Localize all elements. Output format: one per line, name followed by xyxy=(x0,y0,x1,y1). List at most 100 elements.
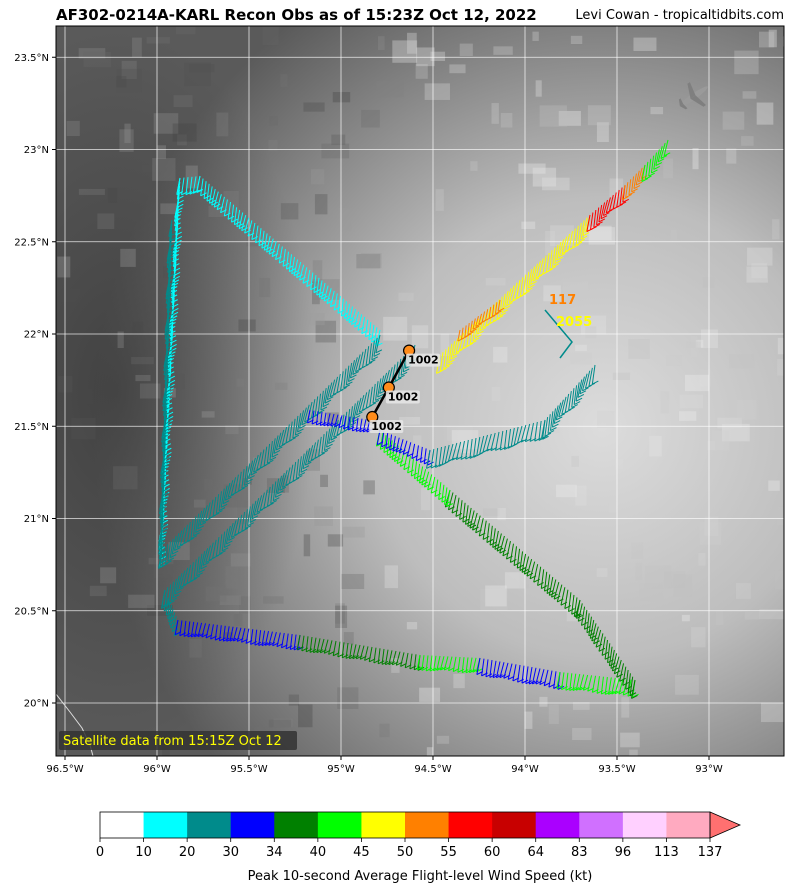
wind-barb xyxy=(478,313,483,325)
wind-barb xyxy=(259,492,265,511)
cloud-pixel xyxy=(230,553,251,567)
cloud-pixel xyxy=(521,221,536,229)
wind-barb xyxy=(584,370,591,389)
wind-barb-feather xyxy=(556,416,563,421)
cloud-pixel xyxy=(644,565,672,590)
wind-barb xyxy=(358,394,365,413)
colorbar-tick-label: 83 xyxy=(571,845,588,860)
wind-barb xyxy=(553,671,557,689)
cloud-pixel xyxy=(585,326,597,339)
wind-barb xyxy=(219,534,223,554)
wind-barb xyxy=(545,252,550,273)
cloud-pixel xyxy=(597,410,615,428)
wind-barb-feather xyxy=(582,232,590,237)
cloud-pixel xyxy=(575,485,587,506)
gridlines xyxy=(56,26,784,756)
wind-barb xyxy=(472,657,477,673)
wind-barb xyxy=(343,301,347,319)
wind-barb-feather xyxy=(213,203,221,208)
wind-barb xyxy=(503,291,509,310)
wind-barb xyxy=(621,184,626,200)
wind-barb-feather xyxy=(223,637,230,642)
wind-barb xyxy=(282,470,288,488)
wind-barb xyxy=(203,181,207,199)
wind-barb xyxy=(310,442,317,461)
wind-barb xyxy=(236,627,242,642)
wind-barb-feather xyxy=(582,387,589,392)
wind-barb xyxy=(398,439,404,454)
wind-barb xyxy=(245,628,250,644)
wind-barb xyxy=(205,545,211,563)
wind-barb xyxy=(448,343,453,363)
cloud-pixel xyxy=(193,499,206,508)
wind-barb xyxy=(241,215,247,231)
wind-barb-feather xyxy=(519,567,527,571)
wind-barb xyxy=(425,655,429,671)
wind-barb xyxy=(513,426,519,446)
colorbar-extend-arrow xyxy=(709,811,742,839)
wind-barb-feather xyxy=(443,365,450,370)
wind-barb-feather xyxy=(244,525,252,530)
wind-barb xyxy=(547,414,551,434)
wind-barb-feather xyxy=(176,544,184,548)
wind-barb-feather xyxy=(241,527,249,532)
wind-barb xyxy=(525,271,530,292)
wind-barb xyxy=(193,559,197,579)
cloud-pixel xyxy=(768,29,777,48)
wind-barb xyxy=(441,484,445,503)
cloud-pixel xyxy=(621,697,630,718)
wind-barb xyxy=(577,603,583,622)
wind-barb xyxy=(644,161,649,180)
cloud-pixel xyxy=(440,333,450,356)
wind-barb xyxy=(353,311,360,328)
wind-barb xyxy=(438,446,442,467)
cloud-pixel xyxy=(120,248,136,267)
wind-barb xyxy=(169,538,174,558)
wind-barb-feather xyxy=(641,178,649,183)
cloud-pixel xyxy=(734,50,759,75)
wind-barb xyxy=(301,407,307,425)
wind-barb-feather xyxy=(320,406,328,411)
barb-segment xyxy=(416,654,483,674)
wind-barb-feather xyxy=(593,640,600,645)
wind-barb xyxy=(352,357,358,375)
barb-segment xyxy=(426,419,549,469)
wind-barb xyxy=(293,259,299,276)
wind-barb-feather xyxy=(580,235,588,240)
wind-barb xyxy=(427,474,433,490)
wind-barb xyxy=(485,307,491,326)
wind-barb-feather xyxy=(247,522,255,527)
wind-barb xyxy=(485,309,489,321)
wind-barb xyxy=(478,518,484,537)
wind-barb xyxy=(275,243,280,260)
wind-barb-feather xyxy=(459,516,466,520)
barb-segment xyxy=(574,599,638,699)
wind-barb-feather xyxy=(295,431,302,436)
wind-barb xyxy=(190,562,194,582)
wind-barb xyxy=(381,372,388,391)
wind-barb-feather xyxy=(381,660,389,665)
wind-barb xyxy=(320,390,324,411)
wind-barb xyxy=(375,329,381,347)
wind-barb xyxy=(489,304,494,324)
wind-barb xyxy=(600,202,606,219)
wind-barb-feather xyxy=(227,493,235,498)
wind-barb-feather xyxy=(593,223,601,228)
wind-barb-feather xyxy=(467,522,474,527)
wind-barb-feather xyxy=(170,597,178,602)
wind-barb xyxy=(616,189,620,208)
wind-barb xyxy=(241,511,246,532)
wind-barb-feather xyxy=(557,685,565,690)
wind-barb xyxy=(333,420,339,438)
wind-barb-feather xyxy=(598,647,606,652)
wind-barb-feather xyxy=(499,446,507,451)
wind-barb-feather xyxy=(616,673,623,678)
wind-barb xyxy=(572,673,577,691)
cloud-pixel xyxy=(89,585,107,597)
wind-barb-feather xyxy=(407,469,414,474)
wind-barb xyxy=(194,622,199,637)
wind-barb xyxy=(167,353,172,371)
wind-barb-feather xyxy=(219,550,226,555)
wind-barb-feather xyxy=(592,380,599,385)
cloud-pixel xyxy=(751,263,768,279)
